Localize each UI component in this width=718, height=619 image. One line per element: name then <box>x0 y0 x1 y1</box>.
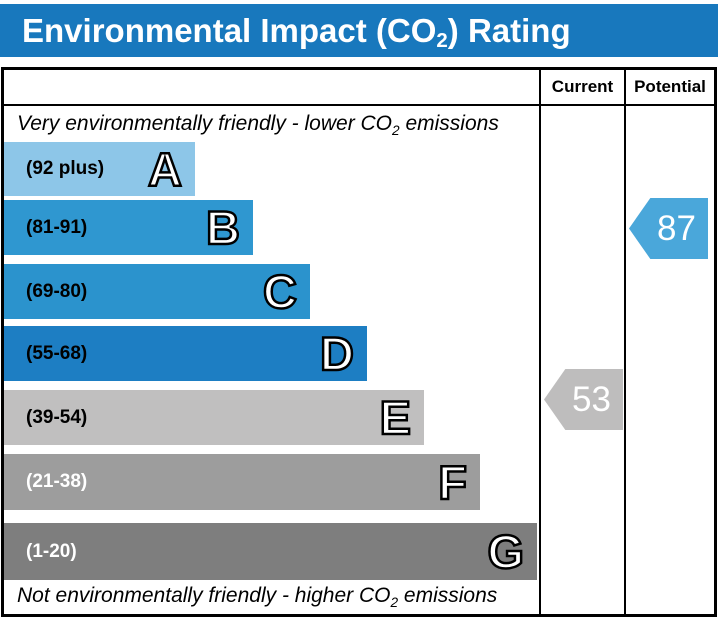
band-row-g: (1-20) G <box>4 523 537 580</box>
header-cell-current: Current <box>541 70 626 104</box>
chart-title-bar: Environmental Impact (CO2) Rating <box>0 4 718 57</box>
caption-top: Very environmentally friendly - lower CO… <box>17 112 499 139</box>
potential-rating-value: 87 <box>657 209 696 248</box>
band-letter: D <box>319 327 355 380</box>
table-body: Very environmentally friendly - lower CO… <box>4 106 714 614</box>
band-range-label: (92 plus) <box>26 158 105 179</box>
rating-table: Current Potential Very environmentally f… <box>1 67 717 617</box>
band-letter: C <box>262 265 298 318</box>
band-row-d: (55-68) D <box>4 326 367 381</box>
header-cell-bands <box>4 70 541 104</box>
current-rating-arrow: 53 <box>544 369 623 430</box>
band-range-label: (81-91) <box>26 216 88 238</box>
band-row-f: (21-38) F <box>4 454 480 510</box>
current-rating-column: 53 <box>541 106 626 614</box>
band-row-c: (69-80) C <box>4 264 310 319</box>
table-header-row: Current Potential <box>4 70 714 106</box>
band-letter: E <box>378 391 412 444</box>
potential-rating-arrow: 87 <box>629 198 708 259</box>
band-row-b: (81-91) B <box>4 200 253 255</box>
band-letter: B <box>205 201 241 254</box>
potential-rating-column: 87 <box>626 106 714 614</box>
band-range-label: (1-20) <box>26 540 77 562</box>
band-range-label: (21-38) <box>26 471 88 492</box>
band-letter: A <box>147 142 183 196</box>
band-letter: F <box>437 455 468 509</box>
chart-title-text: Environmental Impact (CO2) Rating <box>22 12 571 53</box>
band-letter: G <box>486 525 525 578</box>
bands-column: Very environmentally friendly - lower CO… <box>4 106 541 614</box>
band-row-a: (92 plus) A <box>4 142 195 196</box>
caption-bottom: Not environmentally friendly - higher CO… <box>17 584 498 611</box>
band-row-e: (39-54) E <box>4 390 424 445</box>
band-range-label: (69-80) <box>26 280 88 302</box>
current-rating-value: 53 <box>572 380 611 419</box>
header-cell-potential: Potential <box>634 77 706 96</box>
band-range-label: (55-68) <box>26 342 88 364</box>
band-range-label: (39-54) <box>26 406 88 428</box>
rating-bands: (92 plus) A (81-91) B (69-80) C (55-68) D (39-54… <box>4 106 539 614</box>
